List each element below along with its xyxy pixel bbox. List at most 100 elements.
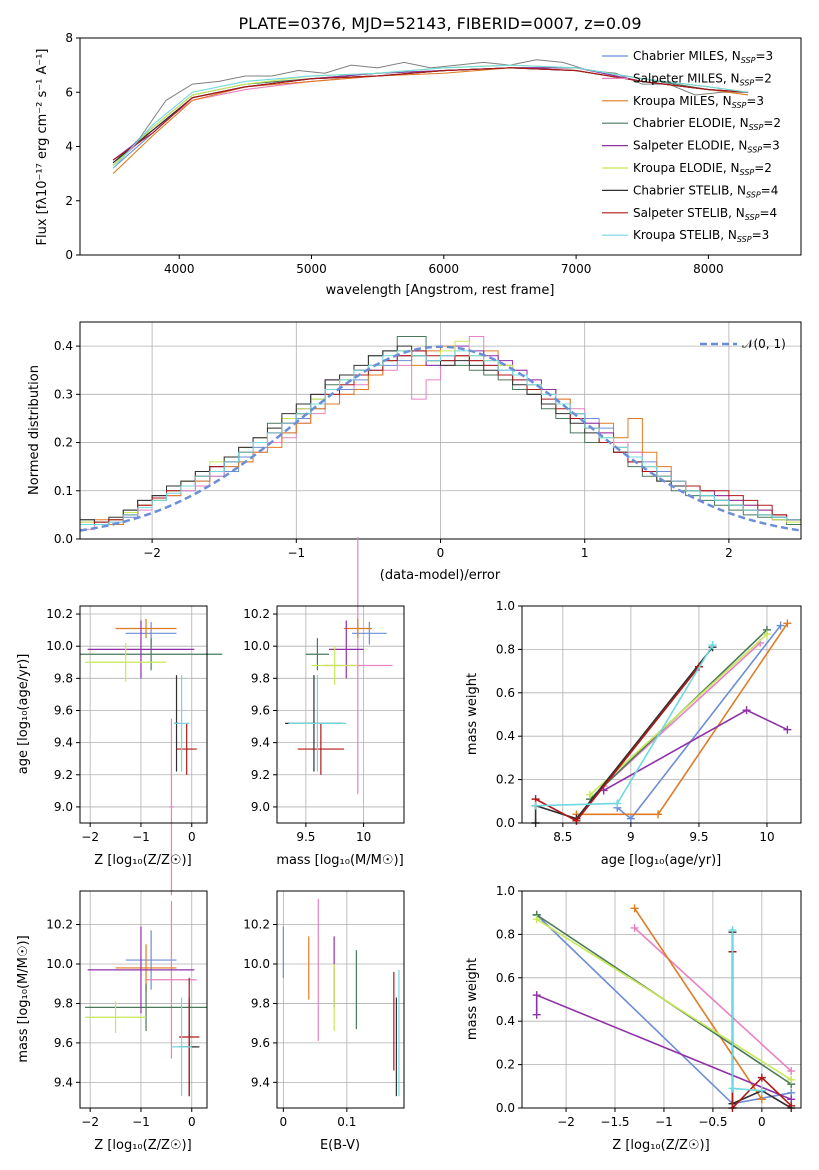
age-weight-x-tick-label: 9.5 xyxy=(689,830,708,844)
z-weight-series-point xyxy=(787,1075,796,1084)
spectrum-legend-label: Kroupa ELODIE, NSSP=2 xyxy=(633,161,772,177)
residuals-histogram xyxy=(80,345,801,526)
mass-age-y-tick-label: 9.6 xyxy=(251,703,270,717)
z-mass-panel: −2 −1 0 9.4 9.6 9.8 10.0 10.2 Z [log₁₀(Z/Z☉)] m… xyxy=(16,890,208,1153)
age-weight-series-point xyxy=(613,799,622,808)
z-weight-series-point xyxy=(532,915,541,924)
z-weight-series-point xyxy=(757,1073,766,1082)
ebv-mass-axes-frame xyxy=(276,890,405,1109)
z-mass-x-tick-label: −2 xyxy=(81,1115,99,1129)
age-weight-series-point xyxy=(531,801,540,810)
z-mass-x-tick-label: −1 xyxy=(132,1115,150,1129)
z-age-x-tick-label: 0 xyxy=(188,830,196,844)
mass-age-y-tick-label: 10.2 xyxy=(243,607,270,621)
z-weight-y-axis-label: mass weight xyxy=(465,958,480,1040)
ebv-mass-panel: 0 0.1 9.4 9.6 9.8 10.0 10.2 E(B-V) xyxy=(243,890,405,1153)
z-weight-series-line xyxy=(633,907,763,1100)
spectrum-y-tick-label: 8 xyxy=(65,31,73,45)
z-weight-series-point xyxy=(787,1067,796,1076)
z-weight-series-line xyxy=(634,927,792,1072)
spectrum-panel: 4000 5000 6000 7000 8000 0 2 4 6 8 wavelength [An… xyxy=(35,31,802,298)
spectrum-y-tick-label: 0 xyxy=(65,248,73,262)
z-weight-y-tick-label: 0.0 xyxy=(496,1101,515,1115)
residuals-axes-frame xyxy=(79,321,802,540)
ebv-mass-y-tick-label: 9.8 xyxy=(251,996,270,1010)
z-weight-y-tick-label: 0.8 xyxy=(496,927,515,941)
mass-age-panel: 9.5 10 9.0 9.2 9.4 9.6 9.8 10.0 10.2 mass [log₁₀… xyxy=(243,536,405,868)
spectrum-y-tick-label: 6 xyxy=(65,85,73,99)
ebv-mass-y-tick-label: 10.2 xyxy=(243,918,270,932)
z-weight-y-tick-label: 0.4 xyxy=(496,1014,515,1028)
z-weight-y-tick-label: 1.0 xyxy=(496,884,515,898)
residuals-y-tick-label: 0.1 xyxy=(54,484,73,498)
ebv-mass-y-tick-label: 10.0 xyxy=(243,957,270,971)
age-weight-x-tick-label: 10 xyxy=(759,830,774,844)
age-weight-y-tick-label: 1.0 xyxy=(496,599,515,613)
spectrum-legend-label: Kroupa MILES, NSSP=3 xyxy=(633,94,764,110)
age-weight-series-line xyxy=(576,622,789,816)
z-weight-y-tick-label: 0.2 xyxy=(496,1058,515,1072)
age-weight-y-tick-label: 0.6 xyxy=(496,686,515,700)
z-mass-x-axis-label: Z [log₁₀(Z/Z☉)] xyxy=(94,1138,191,1153)
spectrum-y-tick-label: 2 xyxy=(65,194,73,208)
spectrum-y-axis-label: Flux [fλ10⁻¹⁷ erg cm⁻² s⁻¹ A⁻¹] xyxy=(35,49,50,246)
spectrum-x-tick-label: 8000 xyxy=(693,262,724,276)
spectrum-model-line xyxy=(112,67,749,161)
residuals-y-tick-label: 0.3 xyxy=(54,387,73,401)
ebv-mass-x-axis-label: E(B-V) xyxy=(320,1138,360,1153)
z-weight-series-point xyxy=(728,926,737,935)
z-age-y-tick-label: 9.6 xyxy=(54,703,73,717)
age-weight-x-axis-label: age [log₁₀(age/yr)] xyxy=(601,853,722,868)
z-age-y-tick-label: 9.2 xyxy=(54,768,73,782)
age-weight-panel: 8.5 9 9.5 10 0.0 0.2 0.4 0.6 0.8 1.0 age [log₁₀(a… xyxy=(465,599,802,868)
z-mass-y-tick-label: 9.6 xyxy=(54,1036,73,1050)
z-weight-series-line xyxy=(731,930,762,1092)
z-age-x-tick-label: −1 xyxy=(132,830,150,844)
z-weight-series-point xyxy=(630,923,639,932)
age-weight-series-point xyxy=(783,619,792,628)
z-mass-y-tick-label: 9.4 xyxy=(54,1075,73,1089)
age-weight-series-point xyxy=(654,810,663,819)
z-weight-series-point xyxy=(728,1084,737,1093)
residuals-y-tick-label: 0.4 xyxy=(54,339,73,353)
residuals-x-tick-label: 2 xyxy=(725,546,733,560)
ebv-mass-y-tick-label: 9.4 xyxy=(251,1075,270,1089)
age-weight-series-line xyxy=(589,633,768,796)
z-weight-series-point xyxy=(757,1086,766,1095)
spectrum-x-tick-label: 4000 xyxy=(164,262,195,276)
spectrum-model-line xyxy=(112,64,749,169)
z-age-y-tick-label: 9.4 xyxy=(54,736,73,750)
age-weight-series-point xyxy=(783,725,792,734)
z-age-x-tick-label: −2 xyxy=(81,830,99,844)
spectrum-legend-label: Chabrier ELODIE, NSSP=2 xyxy=(633,116,781,132)
z-weight-series-line xyxy=(536,918,792,1081)
z-age-y-tick-label: 9.8 xyxy=(54,671,73,685)
age-weight-y-tick-label: 0.4 xyxy=(496,729,515,743)
spectrum-data-line xyxy=(112,59,749,166)
age-weight-x-tick-label: 8.5 xyxy=(553,830,572,844)
age-weight-series-point xyxy=(626,814,635,823)
age-weight-series-point xyxy=(762,630,771,639)
age-weight-series-line xyxy=(535,666,700,822)
ebv-mass-y-tick-label: 9.6 xyxy=(251,1036,270,1050)
z-weight-x-tick-label: −1.5 xyxy=(600,1115,629,1129)
z-weight-panel: −2 −1.5 −1 −0.5 0 0.0 0.2 0.4 0.6 0.8 1.0 Z [log₁₀… xyxy=(465,884,802,1153)
residuals-y-tick-label: 0.2 xyxy=(54,436,73,450)
age-weight-y-tick-label: 0.2 xyxy=(496,773,515,787)
z-weight-series-point xyxy=(532,1010,541,1019)
age-weight-series-point xyxy=(776,621,785,630)
mass-age-y-tick-label: 10.0 xyxy=(243,639,270,653)
z-weight-x-tick-label: −0.5 xyxy=(698,1115,727,1129)
z-age-y-tick-label: 9.0 xyxy=(54,800,73,814)
spectrum-x-tick-label: 5000 xyxy=(296,262,327,276)
z-mass-y-axis-label: mass [log₁₀(M/M☉)] xyxy=(16,935,31,1062)
gaussian-legend-label: 𝒩(0, 1) xyxy=(742,337,786,351)
residuals-y-axis-label: Normed distribution xyxy=(27,365,42,495)
figure-title: PLATE=0376, MJD=52143, FIBERID=0007, z=0… xyxy=(238,14,641,33)
z-weight-series-point xyxy=(532,991,541,1000)
residuals-x-tick-label: 0 xyxy=(437,546,445,560)
z-weight-series-point xyxy=(630,904,639,913)
gaussian-curve xyxy=(79,345,802,532)
spectrum-legend-label: Salpeter ELODIE, NSSP=3 xyxy=(633,139,780,155)
